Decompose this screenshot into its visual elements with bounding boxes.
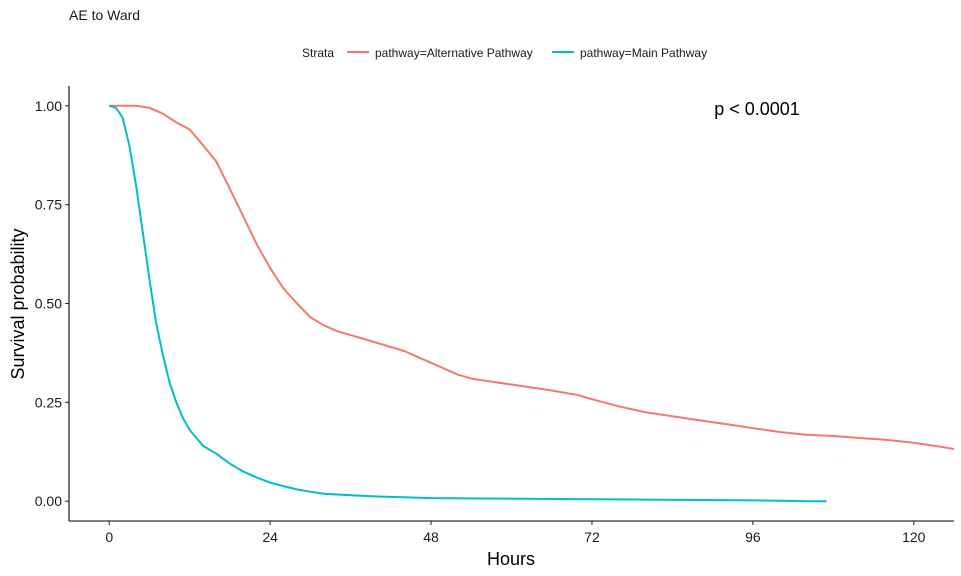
- x-tick-label: 72: [584, 529, 600, 545]
- legend: Strata pathway=Alternative Pathway pathw…: [302, 46, 707, 60]
- x-tick-label: 0: [105, 529, 113, 545]
- y-tick-label: 0.75: [35, 197, 62, 213]
- x-tick-label: 120: [902, 529, 926, 545]
- y-tick-label: 0.25: [35, 394, 62, 410]
- legend-label-main-pathway: pathway=Main Pathway: [580, 46, 707, 60]
- p-value-annotation: p < 0.0001: [714, 99, 800, 119]
- legend-title: Strata: [302, 46, 334, 60]
- x-tick-label: 96: [745, 529, 761, 545]
- y-axis-ticks: 0.00 0.25 0.50 0.75 1.00: [35, 98, 69, 509]
- y-axis-title: Survival probability: [8, 228, 28, 379]
- series-lines: [108, 104, 955, 503]
- series-line-main-pathway: [108, 104, 827, 503]
- x-tick-label: 48: [423, 529, 439, 545]
- legend-label-alternative-pathway: pathway=Alternative Pathway: [375, 46, 533, 60]
- x-axis-ticks: 0 24 48 72 96 120: [105, 521, 926, 545]
- x-tick-label: 24: [262, 529, 278, 545]
- y-tick-label: 0.50: [35, 296, 62, 312]
- y-tick-label: 0.00: [35, 493, 62, 509]
- chart-title: AE to Ward: [69, 7, 140, 23]
- y-tick-label: 1.00: [35, 98, 62, 114]
- x-axis-title: Hours: [487, 549, 535, 569]
- series-line-alternative-pathway: [109, 104, 955, 450]
